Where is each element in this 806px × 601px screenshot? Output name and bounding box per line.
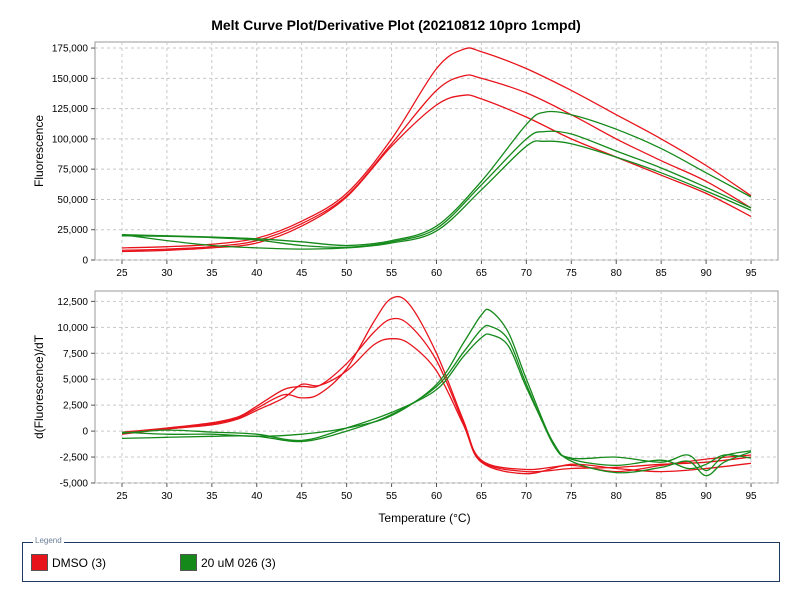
top-y-tick-label: 150,000 xyxy=(52,74,89,85)
bottom-y-tick-label: 5,000 xyxy=(63,375,88,386)
legend-box: Legend DMSO (3) 20 uM 026 (3) xyxy=(22,536,780,582)
bottom-x-tick-label: 85 xyxy=(656,491,668,502)
legend-label-compound: 20 uM 026 (3) xyxy=(201,555,276,570)
top-x-tick-label: 30 xyxy=(161,268,173,279)
bottom-x-tick-label: 30 xyxy=(161,491,173,502)
legend-item-compound[interactable]: 20 uM 026 (3) xyxy=(180,554,276,571)
top-x-tick-label: 75 xyxy=(566,268,578,279)
bottom-y-tick-label: -5,000 xyxy=(60,479,89,490)
bottom-x-tick-label: 75 xyxy=(566,491,578,502)
top-y-tick-label: 50,000 xyxy=(57,195,88,206)
bottom-y-tick-label: 12,500 xyxy=(57,297,88,308)
bottom-x-tick-label: 60 xyxy=(431,491,443,502)
bottom-x-tick-label: 95 xyxy=(745,491,757,502)
bottom-y-axis-label: d(Fluorescence)/dT xyxy=(32,334,46,439)
bottom-x-tick-label: 40 xyxy=(251,491,263,502)
bottom-x-tick-label: 50 xyxy=(341,491,353,502)
top-y-axis-label: Fluorescence xyxy=(32,115,46,187)
bottom-x-tick-label: 70 xyxy=(521,491,533,502)
legend-swatch-compound xyxy=(180,554,197,571)
bottom-x-tick-label: 55 xyxy=(386,491,398,502)
top-y-tick-label: 100,000 xyxy=(52,134,89,145)
top-y-tick-label: 25,000 xyxy=(57,225,88,236)
bottom-x-tick-label: 80 xyxy=(611,491,623,502)
bottom-y-tick-label: -2,500 xyxy=(60,453,89,464)
bottom-x-tick-label: 25 xyxy=(116,491,128,502)
bottom-y-tick-label: 2,500 xyxy=(63,401,88,412)
top-series-line-2 xyxy=(121,74,752,251)
top-x-tick-label: 25 xyxy=(116,268,128,279)
top-series-line-1 xyxy=(121,47,752,249)
bottom-x-tick-label: 45 xyxy=(296,491,308,502)
bottom-x-tick-label: 65 xyxy=(476,491,488,502)
bottom-series-line-5 xyxy=(121,324,752,470)
bottom-x-tick-label: 35 xyxy=(206,491,218,502)
legend-title: Legend xyxy=(33,536,64,545)
top-x-tick-label: 45 xyxy=(296,268,308,279)
top-x-tick-label: 50 xyxy=(341,268,353,279)
top-x-tick-label: 95 xyxy=(745,268,757,279)
bottom-y-tick-label: 0 xyxy=(82,427,88,438)
derivative-plot: 25 30 35 40 45 50 55 60 65 70 75 80 85 90 95 -5,000 -2,5… xyxy=(32,290,779,525)
top-y-tick-label: 75,000 xyxy=(57,165,88,176)
top-series-line-6 xyxy=(121,140,752,250)
top-y-tick-label: 125,000 xyxy=(52,104,89,115)
legend-label-dmso: DMSO (3) xyxy=(52,555,106,570)
bottom-series-line-2 xyxy=(121,317,752,473)
top-series-line-5 xyxy=(121,130,752,249)
top-x-tick-label: 55 xyxy=(386,268,398,279)
top-y-tick-label: 0 xyxy=(82,256,88,267)
legend-swatch-dmso xyxy=(31,554,48,571)
bottom-y-tick-label: 7,500 xyxy=(63,349,88,360)
top-x-tick-label: 40 xyxy=(251,268,263,279)
fluorescence-plot: 25 30 35 40 45 50 55 60 65 70 75 80 85 90 95 0 25,000 50,… xyxy=(32,41,779,279)
top-x-tick-label: 85 xyxy=(656,268,668,279)
bottom-series-line-6 xyxy=(121,333,752,477)
bottom-x-tick-label: 90 xyxy=(701,491,713,502)
bottom-series-line-3 xyxy=(121,338,752,475)
legend-item-dmso[interactable]: DMSO (3) xyxy=(31,554,106,571)
chart-title: Melt Curve Plot/Derivative Plot (2021081… xyxy=(211,17,581,33)
bottom-x-axis-label: Temperature (°C) xyxy=(378,511,470,525)
top-x-tick-label: 65 xyxy=(476,268,488,279)
top-y-tick-label: 175,000 xyxy=(52,44,89,55)
top-x-tick-label: 35 xyxy=(206,268,218,279)
top-x-tick-label: 90 xyxy=(701,268,713,279)
top-series-line-4 xyxy=(121,110,752,247)
top-x-tick-label: 70 xyxy=(521,268,533,279)
top-x-tick-label: 60 xyxy=(431,268,443,279)
top-x-tick-label: 80 xyxy=(611,268,623,279)
bottom-y-tick-label: 10,000 xyxy=(57,323,88,334)
